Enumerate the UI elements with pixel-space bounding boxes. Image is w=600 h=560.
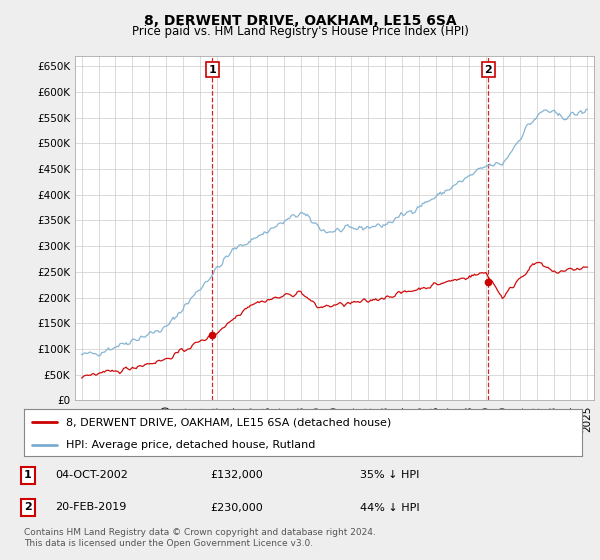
Text: 04-OCT-2002: 04-OCT-2002 bbox=[55, 470, 128, 480]
Text: 2: 2 bbox=[484, 64, 492, 74]
Text: 20-FEB-2019: 20-FEB-2019 bbox=[55, 502, 127, 512]
Text: 8, DERWENT DRIVE, OAKHAM, LE15 6SA: 8, DERWENT DRIVE, OAKHAM, LE15 6SA bbox=[143, 14, 457, 28]
Text: 8, DERWENT DRIVE, OAKHAM, LE15 6SA (detached house): 8, DERWENT DRIVE, OAKHAM, LE15 6SA (deta… bbox=[66, 417, 391, 427]
Text: 1: 1 bbox=[24, 470, 32, 480]
Text: Contains HM Land Registry data © Crown copyright and database right 2024.: Contains HM Land Registry data © Crown c… bbox=[24, 528, 376, 536]
Text: £132,000: £132,000 bbox=[210, 470, 263, 480]
Text: HPI: Average price, detached house, Rutland: HPI: Average price, detached house, Rutl… bbox=[66, 440, 315, 450]
Text: 44% ↓ HPI: 44% ↓ HPI bbox=[360, 502, 419, 512]
Text: 1: 1 bbox=[208, 64, 216, 74]
Text: 35% ↓ HPI: 35% ↓ HPI bbox=[360, 470, 419, 480]
Text: 2: 2 bbox=[24, 502, 32, 512]
Text: Price paid vs. HM Land Registry's House Price Index (HPI): Price paid vs. HM Land Registry's House … bbox=[131, 25, 469, 38]
Text: This data is licensed under the Open Government Licence v3.0.: This data is licensed under the Open Gov… bbox=[24, 539, 313, 548]
Text: £230,000: £230,000 bbox=[210, 502, 263, 512]
